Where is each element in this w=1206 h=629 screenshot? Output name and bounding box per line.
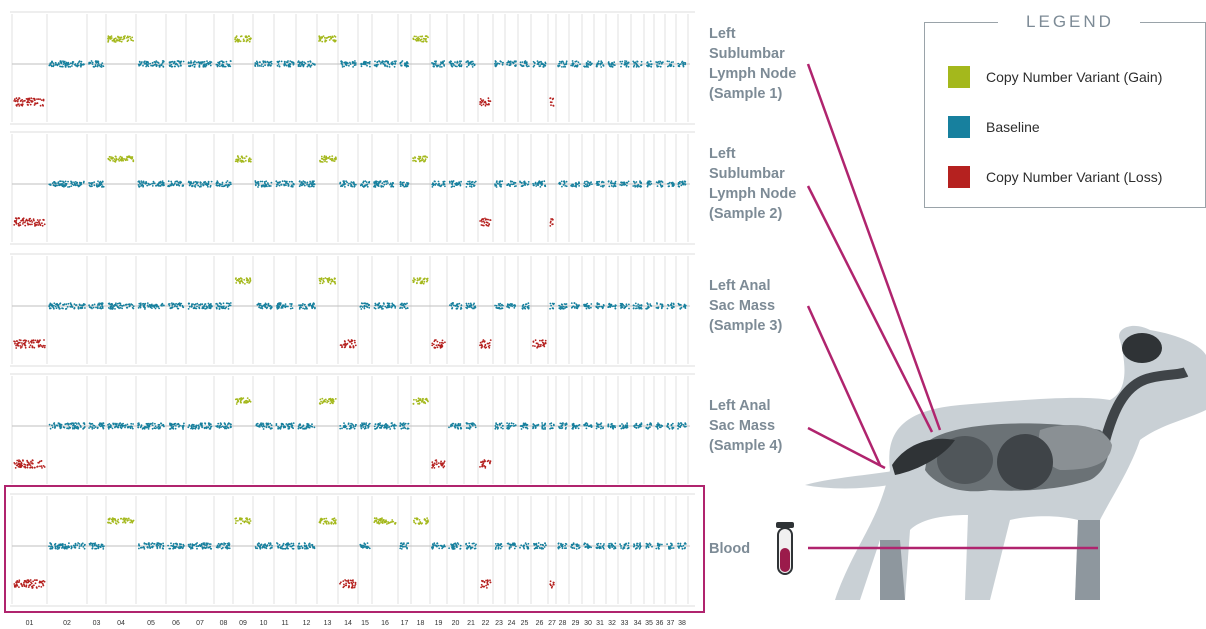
x-tick-label: 23 [495, 620, 503, 627]
panel-4 [10, 373, 695, 487]
x-tick-label: 25 [520, 620, 529, 627]
x-tick-label: 03 [92, 620, 101, 627]
sample-4-label: Left Anal Sac Mass (Sample 4) [709, 398, 783, 454]
x-tick-label: 11 [281, 620, 289, 627]
x-tick-label: 32 [608, 620, 616, 627]
x-tick-label: 35 [645, 620, 653, 627]
legend-label-gain: Copy Number Variant (Gain) [986, 69, 1163, 85]
x-tick-label: 28 [558, 620, 567, 627]
x-tick-label: 24 [507, 620, 516, 627]
x-tick-label: 13 [323, 620, 332, 627]
legend-divider-right [1140, 22, 1206, 23]
legend-item-loss: Copy Number Variant (Loss) [948, 166, 1162, 188]
legend-swatch-baseline [948, 116, 970, 138]
sample-3-label: Left Anal Sac Mass (Sample 3) [709, 278, 783, 334]
sample-1-label: Left Sublumbar Lymph Node (Sample 1) [709, 26, 797, 102]
x-tick-label: 20 [451, 620, 460, 627]
x-tick-label: 34 [633, 620, 642, 627]
cnv-panels [4, 11, 705, 613]
legend-item-gain: Copy Number Variant (Gain) [948, 66, 1162, 88]
connector-line-3 [806, 305, 882, 466]
x-tick-label: 22 [481, 620, 490, 627]
x-tick-label: 30 [584, 620, 592, 627]
x-tick-label: 04 [117, 620, 125, 627]
x-tick-label: 15 [361, 620, 369, 627]
panel-2 [10, 131, 695, 245]
x-tick-label: 17 [400, 620, 409, 627]
legend-item-baseline: Baseline [948, 116, 1040, 138]
x-tick-label: 31 [596, 620, 604, 627]
connector-line-2 [806, 185, 934, 433]
panel-3 [10, 253, 695, 367]
x-tick-label: 19 [434, 620, 443, 627]
x-tick-label: 16 [381, 620, 389, 627]
x-tick-label: 18 [416, 620, 425, 627]
x-tick-label: 10 [259, 620, 268, 627]
x-tick-label: 33 [620, 620, 629, 627]
panel-1 [10, 11, 695, 125]
dog-anatomy-illustration [805, 325, 1206, 600]
x-tick-label: 12 [302, 620, 311, 627]
legend-label-loss: Copy Number Variant (Loss) [986, 169, 1163, 185]
x-tick-label: 05 [147, 620, 155, 627]
x-tick-label: 37 [666, 620, 675, 627]
x-tick-label: 01 [25, 620, 34, 627]
x-tick-label: 38 [678, 620, 686, 627]
x-tick-label: 21 [467, 620, 475, 627]
x-tick-label: 06 [172, 620, 180, 627]
legend-label-baseline: Baseline [986, 119, 1040, 135]
connector-line-4 [807, 426, 886, 470]
x-tick-label: 08 [219, 620, 228, 627]
x-tick-label: 26 [535, 620, 544, 627]
connector-line-1 [806, 63, 942, 431]
legend-swatch-loss [948, 166, 970, 188]
sample-5-label: Blood [709, 541, 751, 557]
x-tick-label: 09 [239, 620, 247, 627]
sample-2-label: Left Sublumbar Lymph Node (Sample 2) [709, 146, 797, 222]
x-tick-label: 27 [548, 620, 556, 627]
x-tick-label: 02 [63, 620, 71, 627]
panel-5 [4, 485, 705, 613]
x-tick-label: 14 [344, 620, 352, 627]
legend-divider-left [924, 22, 998, 23]
connector-lines [806, 63, 1098, 550]
legend-swatch-gain [948, 66, 970, 88]
x-tick-label: 36 [655, 620, 664, 627]
x-tick-label: 29 [571, 620, 580, 627]
legend-title: LEGEND [1000, 12, 1140, 32]
blood-tube-icon [776, 522, 794, 575]
x-tick-label: 07 [196, 620, 204, 627]
